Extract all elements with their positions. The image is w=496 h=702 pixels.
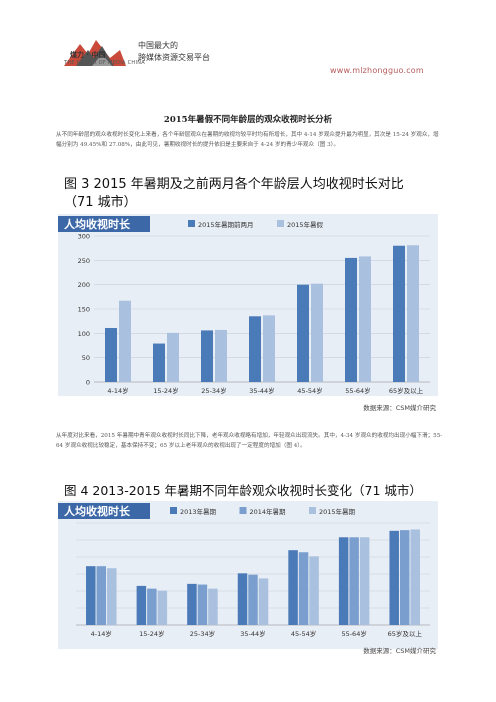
- tagline-2: 跨媒体资源交易平台: [138, 53, 210, 62]
- y-tick-label: 200: [78, 281, 90, 289]
- paragraph-1: 从不同年龄层的观众收视时长变化上来看，各个年龄层观众在暑期的收视均较平时均有所增…: [56, 132, 439, 148]
- article-title: 2015年暑假不同年龄层的观众收视时长分析: [163, 115, 333, 125]
- bar: [96, 566, 107, 625]
- figure-3: 图 3 2015 年暑期及之前两月各个年龄层人均收视时长对比 （71 城市） 人均收…: [58, 176, 438, 416]
- legend-label: 2015年暑期: [319, 507, 356, 516]
- chart-subtitle-tab: [58, 216, 150, 232]
- bar: [215, 329, 227, 382]
- legend-swatch: [239, 507, 247, 514]
- y-tick-label: 100: [78, 330, 90, 338]
- tagline-1: 中国最大的: [138, 41, 178, 50]
- y-tick-label: 150: [78, 306, 90, 314]
- legend-label: 2013年暑期: [180, 507, 217, 516]
- bar: [410, 529, 420, 625]
- legend-label: 2015年暑假: [287, 220, 324, 229]
- chart-title: 图 4 2013-2015 年暑期不同年龄观众收视时长变化（71 城市）: [64, 483, 422, 498]
- bar: [345, 257, 357, 382]
- y-tick-label: 50: [82, 354, 90, 362]
- chart-panel: [58, 501, 438, 649]
- bar: [187, 583, 197, 625]
- bar: [86, 566, 96, 625]
- bar: [105, 327, 117, 382]
- legend-label: 2014年暑期: [250, 507, 287, 516]
- legend-label: 2015年暑期前两月: [198, 220, 254, 229]
- bar: [389, 530, 399, 625]
- x-tick-label: 55-64岁: [341, 629, 366, 638]
- bar: [147, 588, 157, 625]
- bar: [119, 300, 131, 382]
- paragraph-2: 从年度对比来看，2015 年暑期中青年观众收视时长同比下降，老年观众收视略有增加…: [56, 433, 443, 449]
- chart-source: 数据来源：CSM媒介研究: [363, 646, 436, 655]
- bar: [201, 330, 213, 382]
- bar: [407, 245, 419, 382]
- chart-title: 图 3 2015 年暑期及之前两月各个年龄层人均收视时长对比: [64, 176, 404, 192]
- chart-title-line2: （71 城市）: [64, 194, 137, 210]
- logo-brand-text: 煤力 · 中国: [70, 51, 106, 59]
- x-tick-label: 25-34岁: [190, 629, 215, 638]
- chart-source: 数据来源：CSM媒介研究: [363, 403, 436, 412]
- x-tick-label: 45-54岁: [297, 386, 322, 395]
- x-tick-label: 35-44岁: [249, 386, 274, 395]
- chart-subtitle-tab: [58, 503, 150, 519]
- x-tick-label: 45-54岁: [291, 629, 316, 638]
- bar: [359, 256, 371, 382]
- site-url-link[interactable]: www.mlzhongguo.com: [330, 66, 424, 75]
- bar: [237, 573, 248, 625]
- bar: [167, 332, 179, 382]
- logo-subtitle: THE POWER OF MEDIA CHINA: [64, 60, 145, 66]
- bar: [157, 590, 168, 625]
- bar: [338, 537, 349, 625]
- bar: [359, 537, 370, 625]
- figure-4-chart: 图 4 2013-2015 年暑期不同年龄观众收视时长变化（71 城市） 人均收视…: [58, 483, 438, 655]
- bar: [399, 530, 410, 625]
- x-tick-label: 15-24岁: [139, 629, 164, 638]
- legend-swatch: [188, 220, 195, 227]
- bar: [258, 578, 269, 625]
- x-tick-label: 65岁及以上: [388, 629, 423, 638]
- y-tick-label: 0: [86, 379, 90, 387]
- bar: [153, 343, 165, 382]
- bar: [263, 315, 275, 382]
- page-header: 煤力 · 中国 THE POWER OF MEDIA CHINA 中国最大的 跨…: [0, 0, 496, 92]
- y-tick-label: 250: [78, 257, 90, 265]
- bar: [297, 284, 309, 382]
- legend-swatch: [309, 507, 316, 514]
- figure-3-chart: 图 3 2015 年暑期及之前两月各个年龄层人均收视时长对比 （71 城市） 人均收…: [58, 176, 438, 412]
- legend-swatch: [170, 507, 177, 514]
- bar: [288, 550, 298, 625]
- legend-swatch: [277, 220, 284, 227]
- y-tick-label: 300: [78, 233, 90, 241]
- logo-mountain-icon: [64, 40, 126, 66]
- bar: [249, 316, 261, 382]
- x-tick-label: 35-44岁: [240, 629, 265, 638]
- x-tick-label: 4-14岁: [107, 386, 128, 395]
- x-tick-label: 15-24岁: [153, 386, 178, 395]
- x-tick-label: 65岁及以上: [389, 386, 424, 395]
- bar: [311, 283, 323, 382]
- bar: [393, 245, 405, 382]
- x-tick-label: 25-34岁: [201, 386, 226, 395]
- figure-4: 图 4 2013-2015 年暑期不同年龄观众收视时长变化（71 城市） 人均收视…: [58, 481, 438, 657]
- bar: [349, 537, 359, 625]
- bar: [248, 574, 258, 625]
- x-tick-label: 4-14岁: [91, 629, 112, 638]
- chart-subtitle: 人均收视时长: [64, 217, 131, 231]
- bar: [208, 588, 218, 625]
- bar: [298, 552, 309, 625]
- bar: [197, 584, 208, 625]
- bar: [136, 585, 147, 625]
- bar: [309, 556, 319, 625]
- x-tick-label: 55-64岁: [345, 386, 370, 395]
- bar: [107, 568, 117, 625]
- chart-subtitle: 人均收视时长: [64, 504, 131, 518]
